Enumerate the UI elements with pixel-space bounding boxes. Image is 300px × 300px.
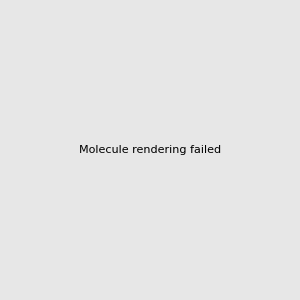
Text: Molecule rendering failed: Molecule rendering failed: [79, 145, 221, 155]
